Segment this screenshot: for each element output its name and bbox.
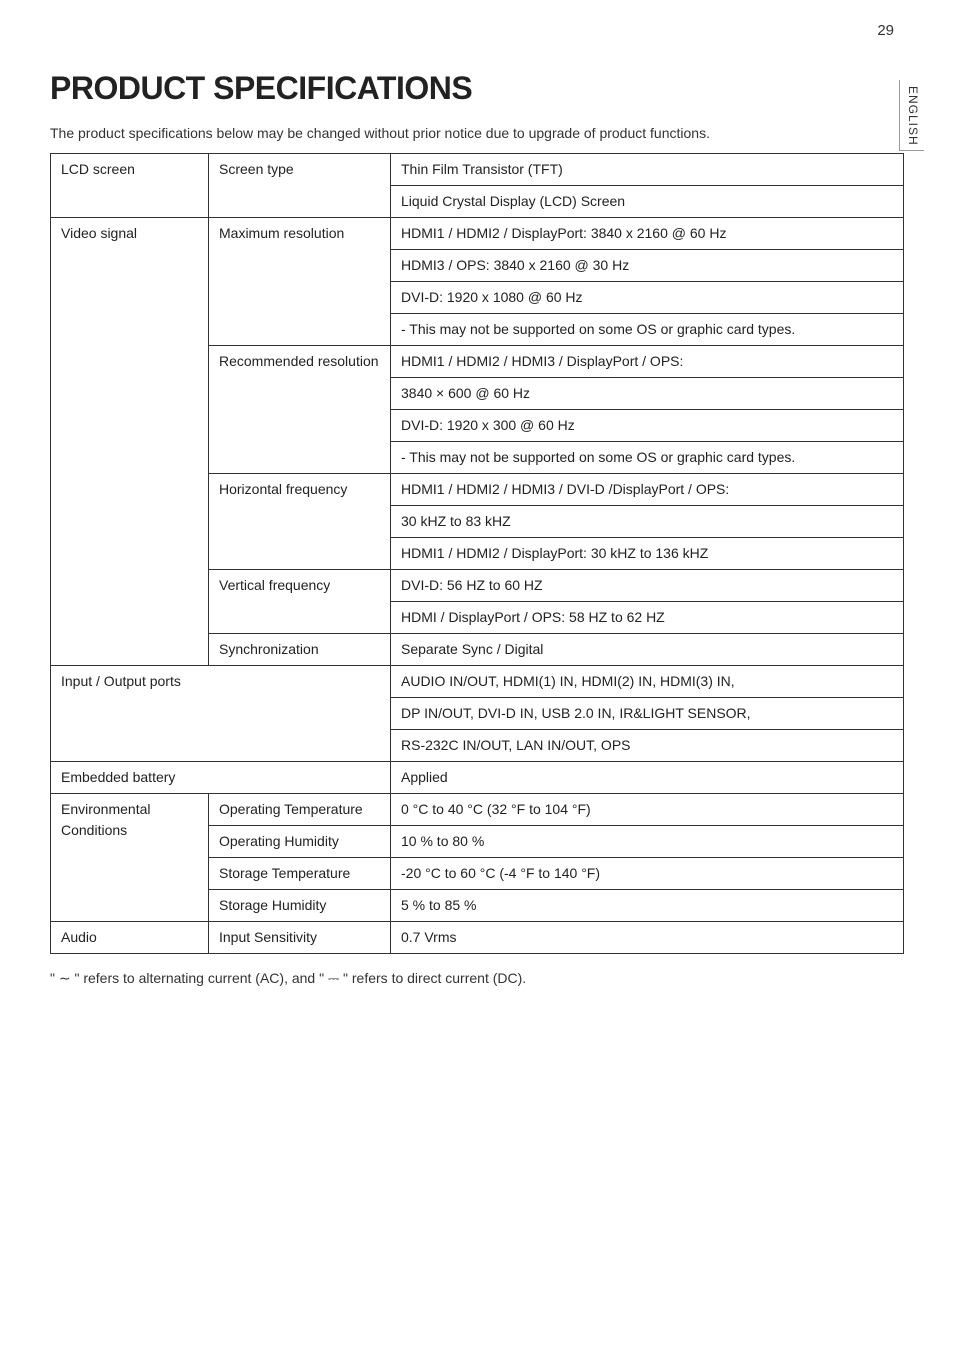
cell-value: HDMI / DisplayPort / OPS: 58 HZ to 62 HZ [391,602,904,634]
cell-rec-res-label: Recommended resolution [209,346,391,474]
cell-embedded-battery-label: Embedded battery [51,762,391,794]
footnote-text: " ∼ " refers to alternating current (AC)… [50,970,904,987]
page-number: 29 [877,22,894,39]
cell-value: HDMI1 / HDMI2 / HDMI3 / DisplayPort / OP… [391,346,904,378]
cell-value: HDMI1 / HDMI2 / HDMI3 / DVI-D /DisplayPo… [391,474,904,506]
cell-value: DVI-D: 1920 x 300 @ 60 Hz [391,410,904,442]
cell-value: -20 °C to 60 °C (-4 °F to 140 °F) [391,858,904,890]
cell-value: DVI-D: 56 HZ to 60 HZ [391,570,904,602]
intro-text: The product specifications below may be … [50,125,904,141]
cell-value: HDMI3 / OPS: 3840 x 2160 @ 30 Hz [391,250,904,282]
table-row: Embedded battery Applied [51,762,904,794]
env-label-line2: Conditions [61,822,127,838]
cell-value: 0.7 Vrms [391,922,904,954]
cell-op-temp-label: Operating Temperature [209,794,391,826]
cell-screen-type-label: Screen type [209,154,391,218]
cell-sync-label: Synchronization [209,634,391,666]
cell-value: AUDIO IN/OUT, HDMI(1) IN, HDMI(2) IN, HD… [391,666,904,698]
cell-lcd-screen-label: LCD screen [51,154,209,218]
cell-value: 3840 × 600 @ 60 Hz [391,378,904,410]
cell-value: - This may not be supported on some OS o… [391,442,904,474]
table-row: Input / Output ports AUDIO IN/OUT, HDMI(… [51,666,904,698]
cell-video-signal-label: Video signal [51,218,209,666]
cell-value: HDMI1 / HDMI2 / DisplayPort: 3840 x 2160… [391,218,904,250]
language-side-label: ENGLISH [899,80,924,151]
cell-vfreq-label: Vertical frequency [209,570,391,634]
page-title: PRODUCT SPECIFICATIONS [50,70,904,107]
cell-value: Applied [391,762,904,794]
table-row: Video signal Maximum resolution HDMI1 / … [51,218,904,250]
cell-env-label: Environmental Conditions [51,794,209,922]
cell-io-ports-label: Input / Output ports [51,666,391,762]
cell-value: 0 °C to 40 °C (32 °F to 104 °F) [391,794,904,826]
cell-value: Thin Film Transistor (TFT) [391,154,904,186]
table-row: Audio Input Sensitivity 0.7 Vrms [51,922,904,954]
cell-value: DVI-D: 1920 x 1080 @ 60 Hz [391,282,904,314]
table-row: Environmental Conditions Operating Tempe… [51,794,904,826]
specifications-table: LCD screen Screen type Thin Film Transis… [50,153,904,954]
env-label-line1: Environmental [61,801,151,817]
cell-op-hum-label: Operating Humidity [209,826,391,858]
cell-audio-label: Audio [51,922,209,954]
cell-st-temp-label: Storage Temperature [209,858,391,890]
table-row: LCD screen Screen type Thin Film Transis… [51,154,904,186]
cell-value: 30 kHZ to 83 kHZ [391,506,904,538]
cell-st-hum-label: Storage Humidity [209,890,391,922]
cell-max-res-label: Maximum resolution [209,218,391,346]
cell-value: DP IN/OUT, DVI-D IN, USB 2.0 IN, IR&LIGH… [391,698,904,730]
cell-value: RS-232C IN/OUT, LAN IN/OUT, OPS [391,730,904,762]
cell-value: HDMI1 / HDMI2 / DisplayPort: 30 kHZ to 1… [391,538,904,570]
cell-value: 10 % to 80 % [391,826,904,858]
cell-value: Liquid Crystal Display (LCD) Screen [391,186,904,218]
cell-input-sens-label: Input Sensitivity [209,922,391,954]
cell-value: 5 % to 85 % [391,890,904,922]
cell-value: Separate Sync / Digital [391,634,904,666]
cell-value: - This may not be supported on some OS o… [391,314,904,346]
cell-hfreq-label: Horizontal frequency [209,474,391,570]
